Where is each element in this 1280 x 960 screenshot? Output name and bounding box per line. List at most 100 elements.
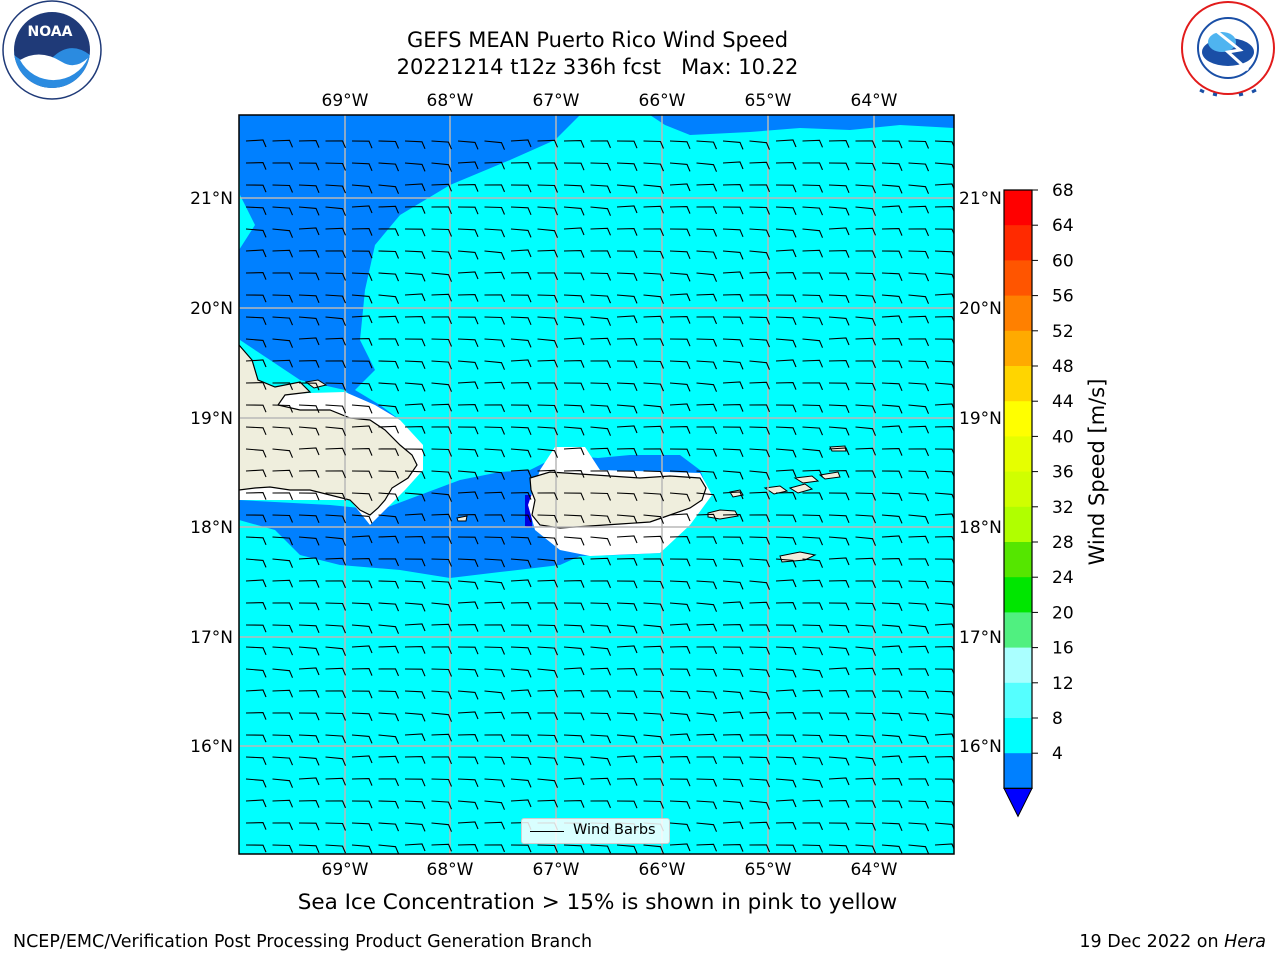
wind-barb [934,448,954,456]
wind-barb [802,184,824,193]
colorbar-tick-label: 8 [1052,709,1063,729]
wind-barb [881,425,903,434]
wind-barb [537,778,559,788]
wind-barb [934,382,954,391]
wind-barb [510,558,532,568]
wind-barb [802,558,824,568]
wind-barb [749,338,771,348]
wind-barb [563,580,585,588]
wind-barb [643,645,665,654]
wind-barb [245,536,267,546]
wind-barb [828,140,850,148]
wind-barb [245,778,267,788]
wind-barb [934,426,954,433]
wind-barb [616,734,638,744]
wind-barb [563,800,585,808]
wind-barb [563,250,585,258]
wind-barb [908,514,930,524]
wind-barb [245,646,267,656]
wind-barb [775,822,797,830]
wind-barb [802,844,824,853]
wind-barb [272,756,294,766]
wind-barb [563,206,585,216]
wind-barb [722,558,744,568]
wind-barb [351,645,373,654]
wind-barb [722,316,744,325]
wind-barb [484,448,506,458]
wind-barb [775,228,797,238]
wind-barb [934,250,954,258]
wind-barb [325,426,347,436]
wind-barb [537,624,559,633]
wind-barb [749,161,771,170]
wind-barb [696,513,718,522]
wind-barb [298,624,320,634]
wind-barb [855,536,877,546]
wind-barb [590,227,612,236]
wind-barb [484,844,506,853]
wind-barb [298,557,320,566]
wind-barb [404,492,426,502]
wind-barb [272,602,294,611]
wind-barb [828,800,850,808]
wind-barb [616,755,638,764]
wind-barb [298,800,320,808]
wind-barb [457,161,479,170]
wind-barb [484,161,506,170]
wind-barb [404,338,426,347]
wind-barb [431,162,453,172]
wind-barb [908,250,930,259]
wind-barb [696,183,718,192]
wind-barb [457,601,479,610]
wind-barb [351,668,373,676]
wind-barb [590,382,612,391]
wind-barb [457,491,479,500]
wind-barb [563,646,585,656]
wind-barb [404,733,426,742]
wind-barb [245,338,267,348]
wind-barb [722,140,744,150]
wind-barb [431,492,453,502]
wind-barb [908,184,930,194]
colorbar-segment [1004,295,1032,332]
lat-label-left: 21°N [190,189,233,209]
wind-barb [272,734,294,743]
wind-barb [749,778,771,788]
wind-barb [325,712,347,721]
colorbar-segment [1004,436,1032,473]
wind-barb [643,734,665,744]
wind-barb [881,624,903,634]
wind-barb [881,734,903,744]
wind-barb [669,293,691,302]
wind-barb [484,140,506,150]
wind-barb [484,228,506,238]
wind-barb [431,690,453,700]
wind-barb [537,184,559,193]
colorbar-tick-label: 20 [1052,603,1074,623]
wind-barb [563,756,585,766]
wind-barb [325,162,347,171]
wind-barb [722,294,744,302]
wind-barb [696,733,718,742]
wind-barb [749,250,771,260]
wind-barb [351,602,373,612]
wind-barb [272,249,294,258]
wind-barb [908,448,930,457]
wind-barb [828,360,850,368]
wind-barb [378,558,400,567]
wind-barb [457,250,479,260]
wind-barb [272,426,294,436]
wind-barb [272,536,294,546]
wind-barb [457,360,479,370]
wind-barb [563,470,585,478]
wind-barb [802,382,824,391]
wind-barb [245,514,267,523]
wind-barb [272,294,294,303]
wind-barb [722,536,744,545]
wind-barb [537,689,559,698]
wind-barb [563,404,585,414]
wind-barb [245,558,267,568]
wind-barb [431,843,453,852]
wind-barb [775,206,797,216]
